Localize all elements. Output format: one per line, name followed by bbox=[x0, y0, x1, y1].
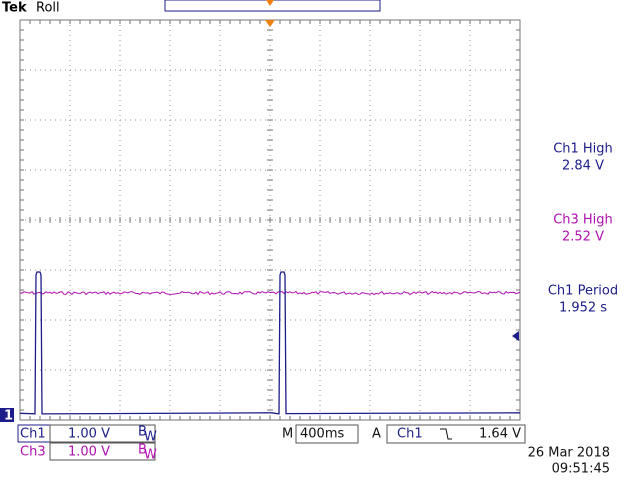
view-center-marker bbox=[266, 0, 274, 6]
measurement-value: 2.84 V bbox=[562, 159, 604, 174]
bandwidth-limit: W bbox=[144, 430, 157, 445]
measurements: Ch1 High 2.84 V Ch3 High 2.52 V Ch1 Period 1.… bbox=[548, 142, 618, 316]
trigger-prefix: A bbox=[372, 427, 381, 442]
channel-scale: 1.00 V bbox=[68, 445, 110, 460]
timebase-value: 400ms bbox=[300, 427, 344, 442]
channel-scale: 1.00 V bbox=[68, 427, 110, 442]
scale-box bbox=[49, 424, 156, 443]
ground-marker-box bbox=[0, 408, 14, 422]
timebase-prefix: M bbox=[282, 427, 293, 442]
date: 26 Mar 2018 bbox=[528, 446, 610, 461]
trigger-box bbox=[386, 424, 526, 444]
bandwidth-limit: B bbox=[138, 443, 147, 458]
graticule bbox=[19, 19, 521, 421]
acquisition-mode: Roll bbox=[36, 1, 60, 16]
trigger-source: Ch1 bbox=[397, 427, 423, 442]
trigger-position-marker bbox=[265, 20, 275, 27]
ch1-trace bbox=[19, 271, 521, 415]
measurement-label: Ch1 Period bbox=[548, 284, 618, 299]
scale-box bbox=[49, 442, 156, 461]
record-view-bracket bbox=[164, 0, 381, 12]
brand: Tek bbox=[2, 1, 27, 16]
timebase-box bbox=[295, 424, 359, 444]
measurement-label: Ch1 High bbox=[553, 142, 613, 157]
measurement-value: 2.52 V bbox=[562, 230, 604, 245]
measurement-value: 1.952 s bbox=[559, 301, 607, 316]
ch3-trace bbox=[19, 290, 521, 296]
measurement-label: Ch3 High bbox=[553, 213, 613, 228]
bandwidth-limit: B bbox=[138, 425, 147, 440]
falling-edge-icon bbox=[440, 428, 452, 440]
ground-marker: 1 bbox=[4, 409, 13, 424]
trigger-level-marker bbox=[512, 331, 519, 341]
channel-name: Ch1 bbox=[20, 427, 46, 442]
time: 09:51:45 bbox=[552, 462, 610, 477]
channel-readouts: Ch1 1.00 V BW Ch3 1.00 V BW bbox=[17, 424, 157, 463]
trigger-level: 1.64 V bbox=[479, 427, 521, 442]
bandwidth-limit: W bbox=[144, 448, 157, 463]
channel-name: Ch3 bbox=[20, 445, 46, 460]
